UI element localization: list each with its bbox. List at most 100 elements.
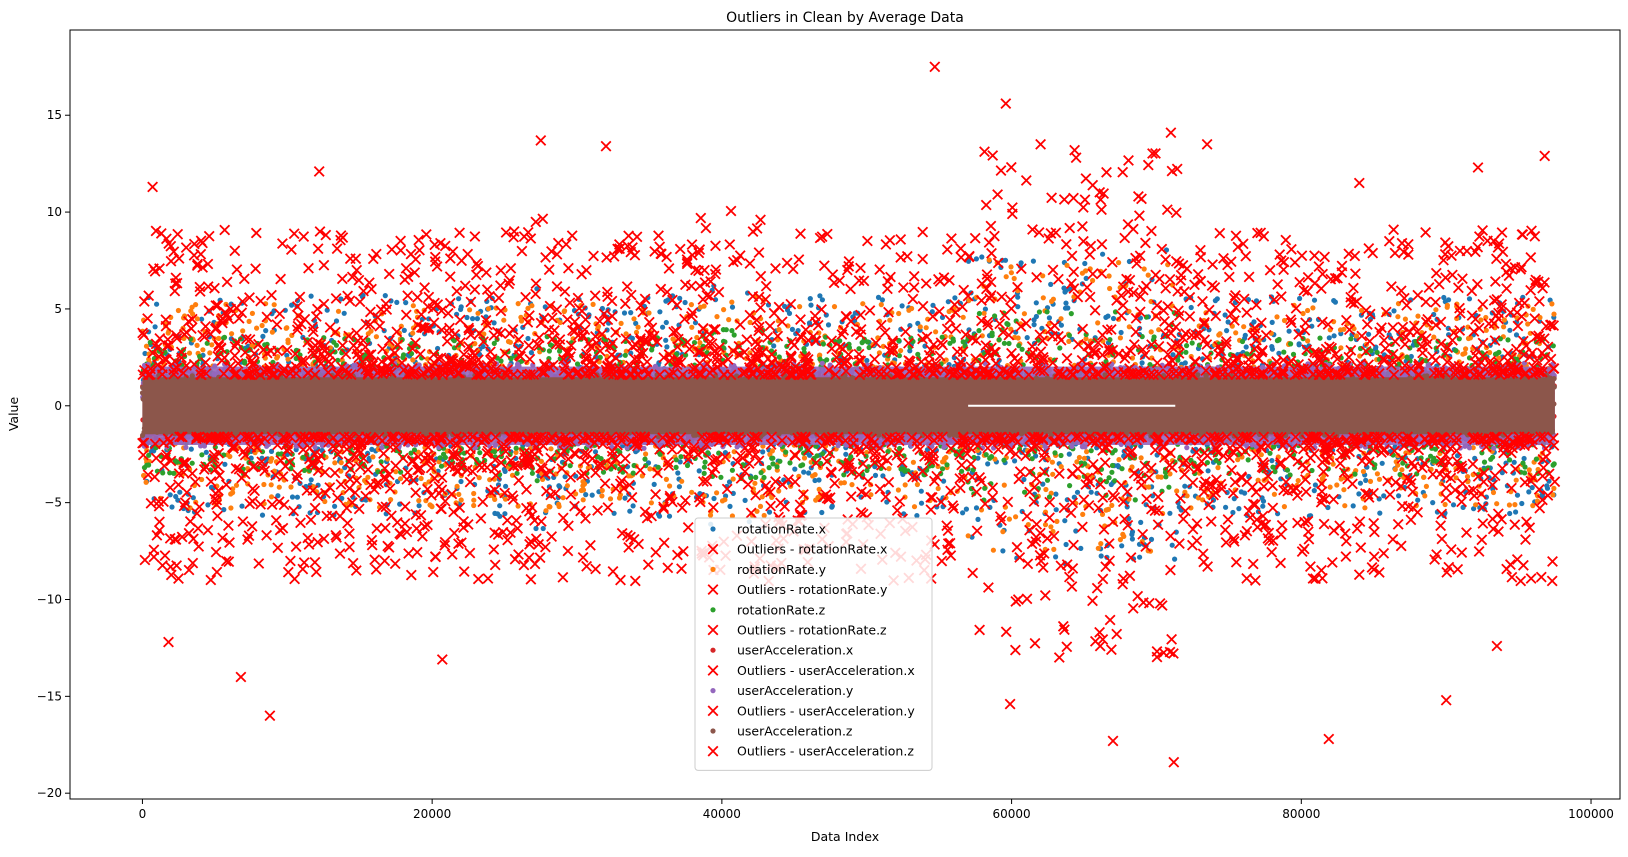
data-point [1003,274,1009,280]
data-point [856,346,862,352]
data-point [1430,500,1436,506]
data-point [976,310,983,317]
data-point [261,481,267,488]
data-point [288,484,294,490]
data-point [1084,449,1090,455]
data-point [470,316,476,322]
data-point [393,469,399,475]
data-point [798,463,804,469]
data-point [649,347,655,353]
data-point [365,474,371,480]
data-point [458,478,464,485]
data-point [1274,314,1280,320]
data-point [878,302,884,308]
data-point [1169,542,1175,548]
data-point [651,481,657,487]
data-point [263,328,269,334]
data-point [1362,505,1368,511]
data-point [1109,502,1115,508]
data-point [268,448,275,454]
data-point [677,459,683,465]
data-point [1170,352,1176,358]
data-point [1132,497,1138,503]
data-point [1118,329,1124,336]
data-point [1395,314,1401,320]
data-point [866,344,872,351]
data-point [1119,466,1125,472]
data-point [556,503,562,510]
data-point [723,327,729,333]
data-point [898,348,904,354]
data-point [960,314,966,320]
data-point [940,459,946,465]
data-point [583,492,589,498]
data-point [333,318,340,324]
data-point [1040,295,1046,301]
data-point [167,492,173,498]
data-point [664,344,670,350]
data-point [1222,312,1228,318]
data-point [896,310,902,317]
data-point [1462,350,1468,356]
data-point [808,302,814,308]
data-point [849,482,855,488]
data-point [1117,335,1123,341]
data-point [1044,309,1050,315]
data-point [370,454,376,460]
data-point [665,297,671,303]
data-point [1212,298,1218,304]
data-point [631,316,637,322]
data-point [786,310,793,316]
data-point [501,317,507,323]
data-point [268,494,275,500]
data-point [987,455,993,461]
data-point [1036,309,1042,315]
data-point [1205,468,1211,474]
data-point [1325,504,1331,511]
data-point [1006,516,1013,522]
data-point [1310,305,1316,311]
data-point [1506,502,1512,508]
data-point [1317,335,1323,341]
data-point [635,324,641,330]
data-point [696,468,702,474]
data-point [701,464,708,470]
data-point [727,503,733,509]
data-point [474,316,480,322]
data-point [289,302,295,308]
data-point [1066,338,1072,344]
data-point [1430,458,1436,464]
data-point [207,350,213,356]
data-point [1300,310,1306,317]
data-point [540,525,546,532]
data-point [1095,545,1101,551]
data-point [789,326,796,332]
data-point [1276,350,1282,356]
data-point [910,459,917,465]
data-point [284,352,290,358]
data-point [879,297,886,303]
data-point [240,328,246,334]
data-point [154,301,160,307]
data-point [1350,503,1356,509]
data-point [817,293,823,299]
data-point [1392,466,1398,472]
data-point [760,449,766,455]
data-point [1251,319,1257,325]
data-point [907,323,913,329]
data-point [1073,528,1079,534]
data-point [1163,474,1169,480]
data-point [294,494,300,500]
data-point [829,503,835,509]
data-point [1397,471,1403,478]
data-point [239,503,245,509]
data-point [1374,471,1380,477]
data-point [502,468,508,474]
data-point [1271,491,1277,497]
data-point [1342,503,1348,509]
data-point [663,476,670,482]
data-point [814,453,820,459]
data-point [1046,315,1052,321]
data-point [1074,489,1081,495]
data-point [1487,349,1493,356]
